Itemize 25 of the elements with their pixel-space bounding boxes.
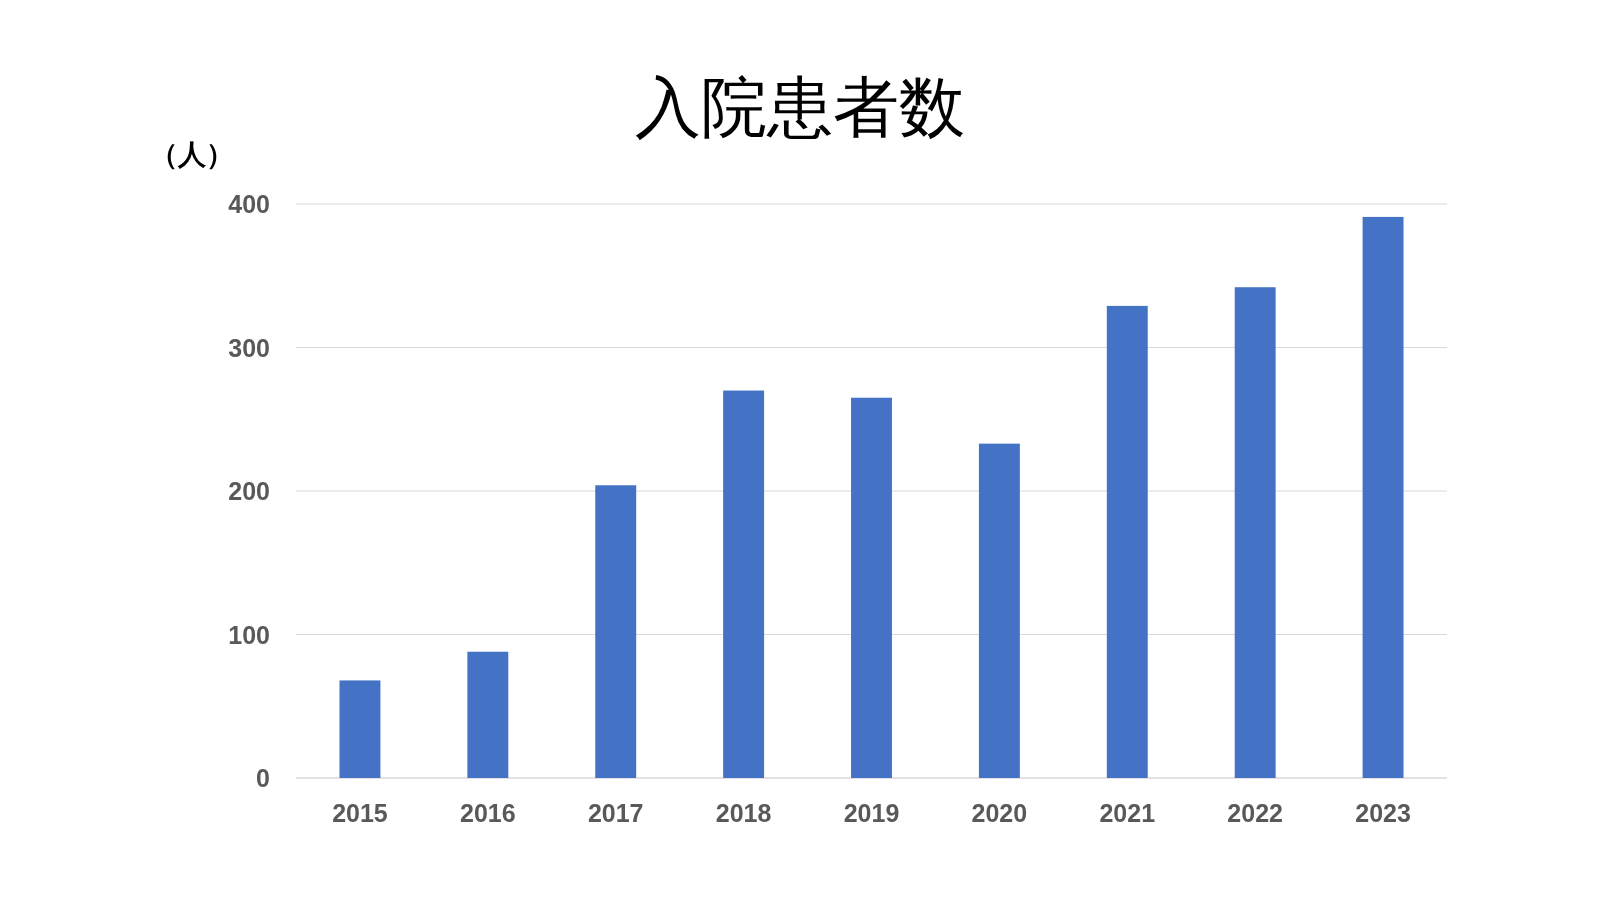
bar: [339, 680, 381, 778]
x-tick-label: 2023: [1355, 799, 1411, 827]
x-tick-label: 2017: [587, 799, 644, 827]
y-tick-label: 100: [228, 620, 270, 649]
bar: [978, 443, 1020, 778]
x-tick-label: 2020: [971, 799, 1028, 827]
y-tick-label: 200: [228, 477, 270, 505]
x-tick-label: 2015: [332, 799, 388, 827]
x-tick-label: 2021: [1099, 799, 1156, 827]
x-tick-label: 2022: [1227, 799, 1283, 827]
bar: [1234, 287, 1276, 778]
bar: [723, 390, 765, 778]
bar: [595, 485, 637, 778]
chart-title: 入院患者数: [635, 70, 965, 144]
bar: [467, 651, 509, 778]
x-tick-label: 2018: [715, 799, 772, 827]
bar: [851, 397, 892, 778]
y-axis-title: （人）: [150, 139, 234, 170]
y-tick-label: 400: [228, 190, 270, 218]
x-tick-label: 2016: [460, 799, 516, 827]
bar: [1106, 305, 1148, 778]
y-tick-label: 300: [228, 333, 270, 362]
bar: [1362, 216, 1404, 778]
y-tick-label: 0: [256, 764, 270, 792]
x-tick-label: 2019: [843, 799, 900, 827]
